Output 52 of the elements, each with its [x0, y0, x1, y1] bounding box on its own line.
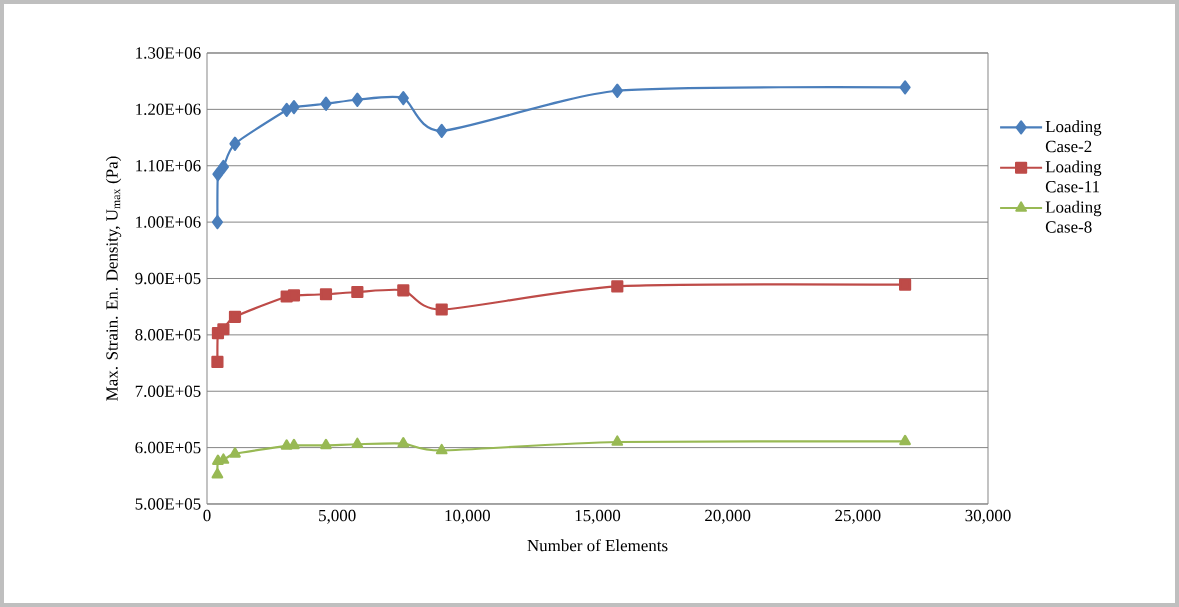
point [281, 102, 293, 118]
point [320, 438, 332, 450]
point [435, 443, 448, 455]
point [217, 323, 230, 336]
x-tick-label: 15,000 [575, 509, 621, 524]
point [351, 285, 364, 299]
x-tick-label: 10,000 [445, 509, 490, 524]
point [397, 437, 410, 448]
y-tick-label: 1.30E+06 [136, 47, 201, 59]
point [397, 284, 410, 297]
legend-label: Loading Case-2 [1045, 120, 1102, 153]
point [320, 96, 332, 111]
x-axis-title: Number of Elements [527, 539, 668, 552]
point [229, 136, 241, 151]
x-tick-label: 30,000 [965, 509, 1011, 524]
y-tick-label: 7.00E+05 [135, 385, 201, 397]
point [319, 288, 333, 301]
point [435, 303, 448, 316]
x-tick-label: 25,000 [835, 509, 881, 524]
y-axis-title: Max. Strain. En. Density, U$_{max}$ (Pa) [105, 156, 122, 401]
y-tick-label: 1.20E+06 [136, 103, 201, 116]
point [287, 289, 301, 302]
point [436, 123, 448, 138]
point [211, 468, 224, 479]
point [611, 280, 624, 293]
y-tick-label: 8.00E+05 [135, 329, 201, 341]
x-tick-label: 0 [203, 509, 211, 522]
point [351, 437, 364, 449]
point [228, 310, 242, 323]
y-tick-label: 1.10E+06 [136, 159, 201, 172]
point [211, 355, 224, 369]
point [217, 159, 230, 174]
point [898, 278, 912, 291]
point [288, 100, 300, 115]
point [229, 447, 241, 458]
point [288, 438, 300, 450]
legend-label: Loading Case-8 [1045, 200, 1102, 233]
x-tick-label: 5,000 [319, 509, 356, 524]
point [611, 83, 623, 98]
point [611, 435, 624, 446]
y-tick-label: 6.00E+05 [135, 441, 201, 454]
point [212, 167, 224, 182]
y-tick-label: 9.00E+05 [135, 272, 201, 285]
point [899, 80, 911, 95]
x-tick-label: 20,000 [705, 509, 751, 524]
point [351, 92, 363, 107]
legend-label: Loading Case-11 [1045, 160, 1102, 193]
point [899, 434, 911, 446]
point [211, 215, 224, 230]
point [397, 90, 409, 106]
y-tick-label: 1.00E+06 [136, 216, 201, 228]
y-tick-label: 5.00E+05 [135, 498, 201, 510]
